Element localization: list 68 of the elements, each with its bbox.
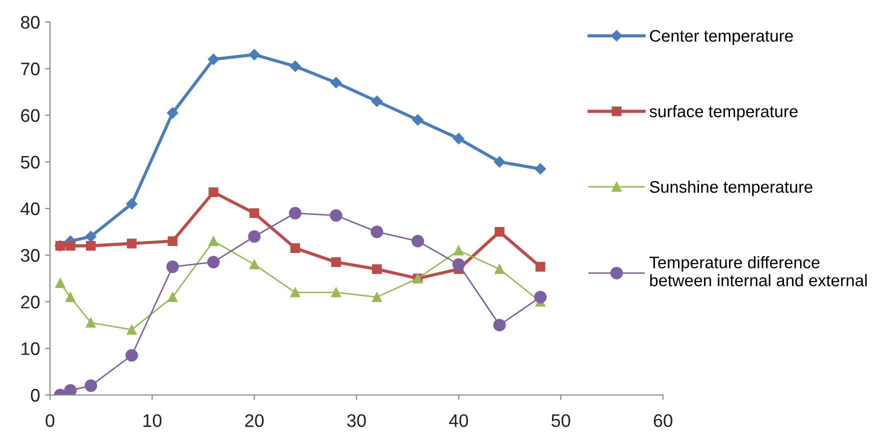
point (208, 54, 220, 65)
x-tick-label: 60 (654, 414, 672, 428)
point (166, 107, 178, 119)
point (372, 292, 382, 302)
point (493, 318, 506, 332)
y-tick-label: 30 (20, 249, 40, 262)
point (371, 96, 383, 107)
point (330, 209, 342, 222)
legend-label: Center temperature (650, 30, 793, 46)
point (248, 49, 260, 60)
point (126, 324, 137, 335)
y-tick-label: 60 (21, 109, 40, 122)
point (412, 234, 424, 248)
point (331, 257, 341, 267)
point (534, 163, 546, 174)
point (207, 256, 220, 268)
x-tick-label: 30 (347, 414, 366, 428)
legend-label: Sunshine temperature (650, 180, 812, 196)
point (290, 288, 300, 298)
point (288, 206, 302, 220)
y-tick-label: 20 (21, 296, 40, 308)
point (125, 349, 138, 362)
point (85, 230, 96, 242)
x-tick-label: 20 (245, 414, 264, 428)
y-tick-label: 0 (30, 388, 40, 402)
y-tick-label: 70 (21, 62, 40, 76)
point (64, 384, 77, 395)
point (412, 114, 424, 126)
point (290, 60, 301, 72)
point (208, 236, 218, 246)
point (66, 240, 76, 251)
point (126, 238, 137, 248)
point (166, 260, 179, 274)
point (330, 77, 342, 88)
point (372, 264, 382, 274)
point (290, 243, 300, 253)
x-tick-label: 0 (46, 414, 54, 428)
point (370, 226, 384, 238)
point (536, 262, 546, 272)
point (494, 264, 504, 274)
y-tick-label: 50 (20, 156, 40, 169)
x-tick-label: 10 (144, 414, 162, 428)
point (168, 292, 178, 302)
point (248, 230, 261, 243)
point (331, 288, 341, 298)
legend-label: Temperature difference between internal and external (649, 256, 867, 286)
point (86, 318, 96, 328)
point (55, 278, 66, 288)
point (84, 379, 98, 392)
y-tick-label: 40 (20, 202, 40, 216)
point (208, 187, 218, 198)
point (494, 156, 506, 168)
point (249, 208, 260, 218)
point (534, 290, 547, 304)
x-tick-label: 50 (552, 414, 570, 428)
point (168, 236, 178, 246)
point (494, 226, 504, 237)
point (126, 198, 138, 210)
point (86, 240, 96, 251)
point (452, 258, 465, 271)
point (453, 132, 464, 144)
y-tick-label: 80 (20, 16, 40, 29)
point (249, 260, 260, 270)
x-tick-label: 40 (449, 414, 468, 428)
y-tick-label: 10 (22, 342, 40, 356)
point (454, 246, 464, 256)
point (66, 292, 76, 302)
legend-label: surface temperature (650, 105, 798, 121)
